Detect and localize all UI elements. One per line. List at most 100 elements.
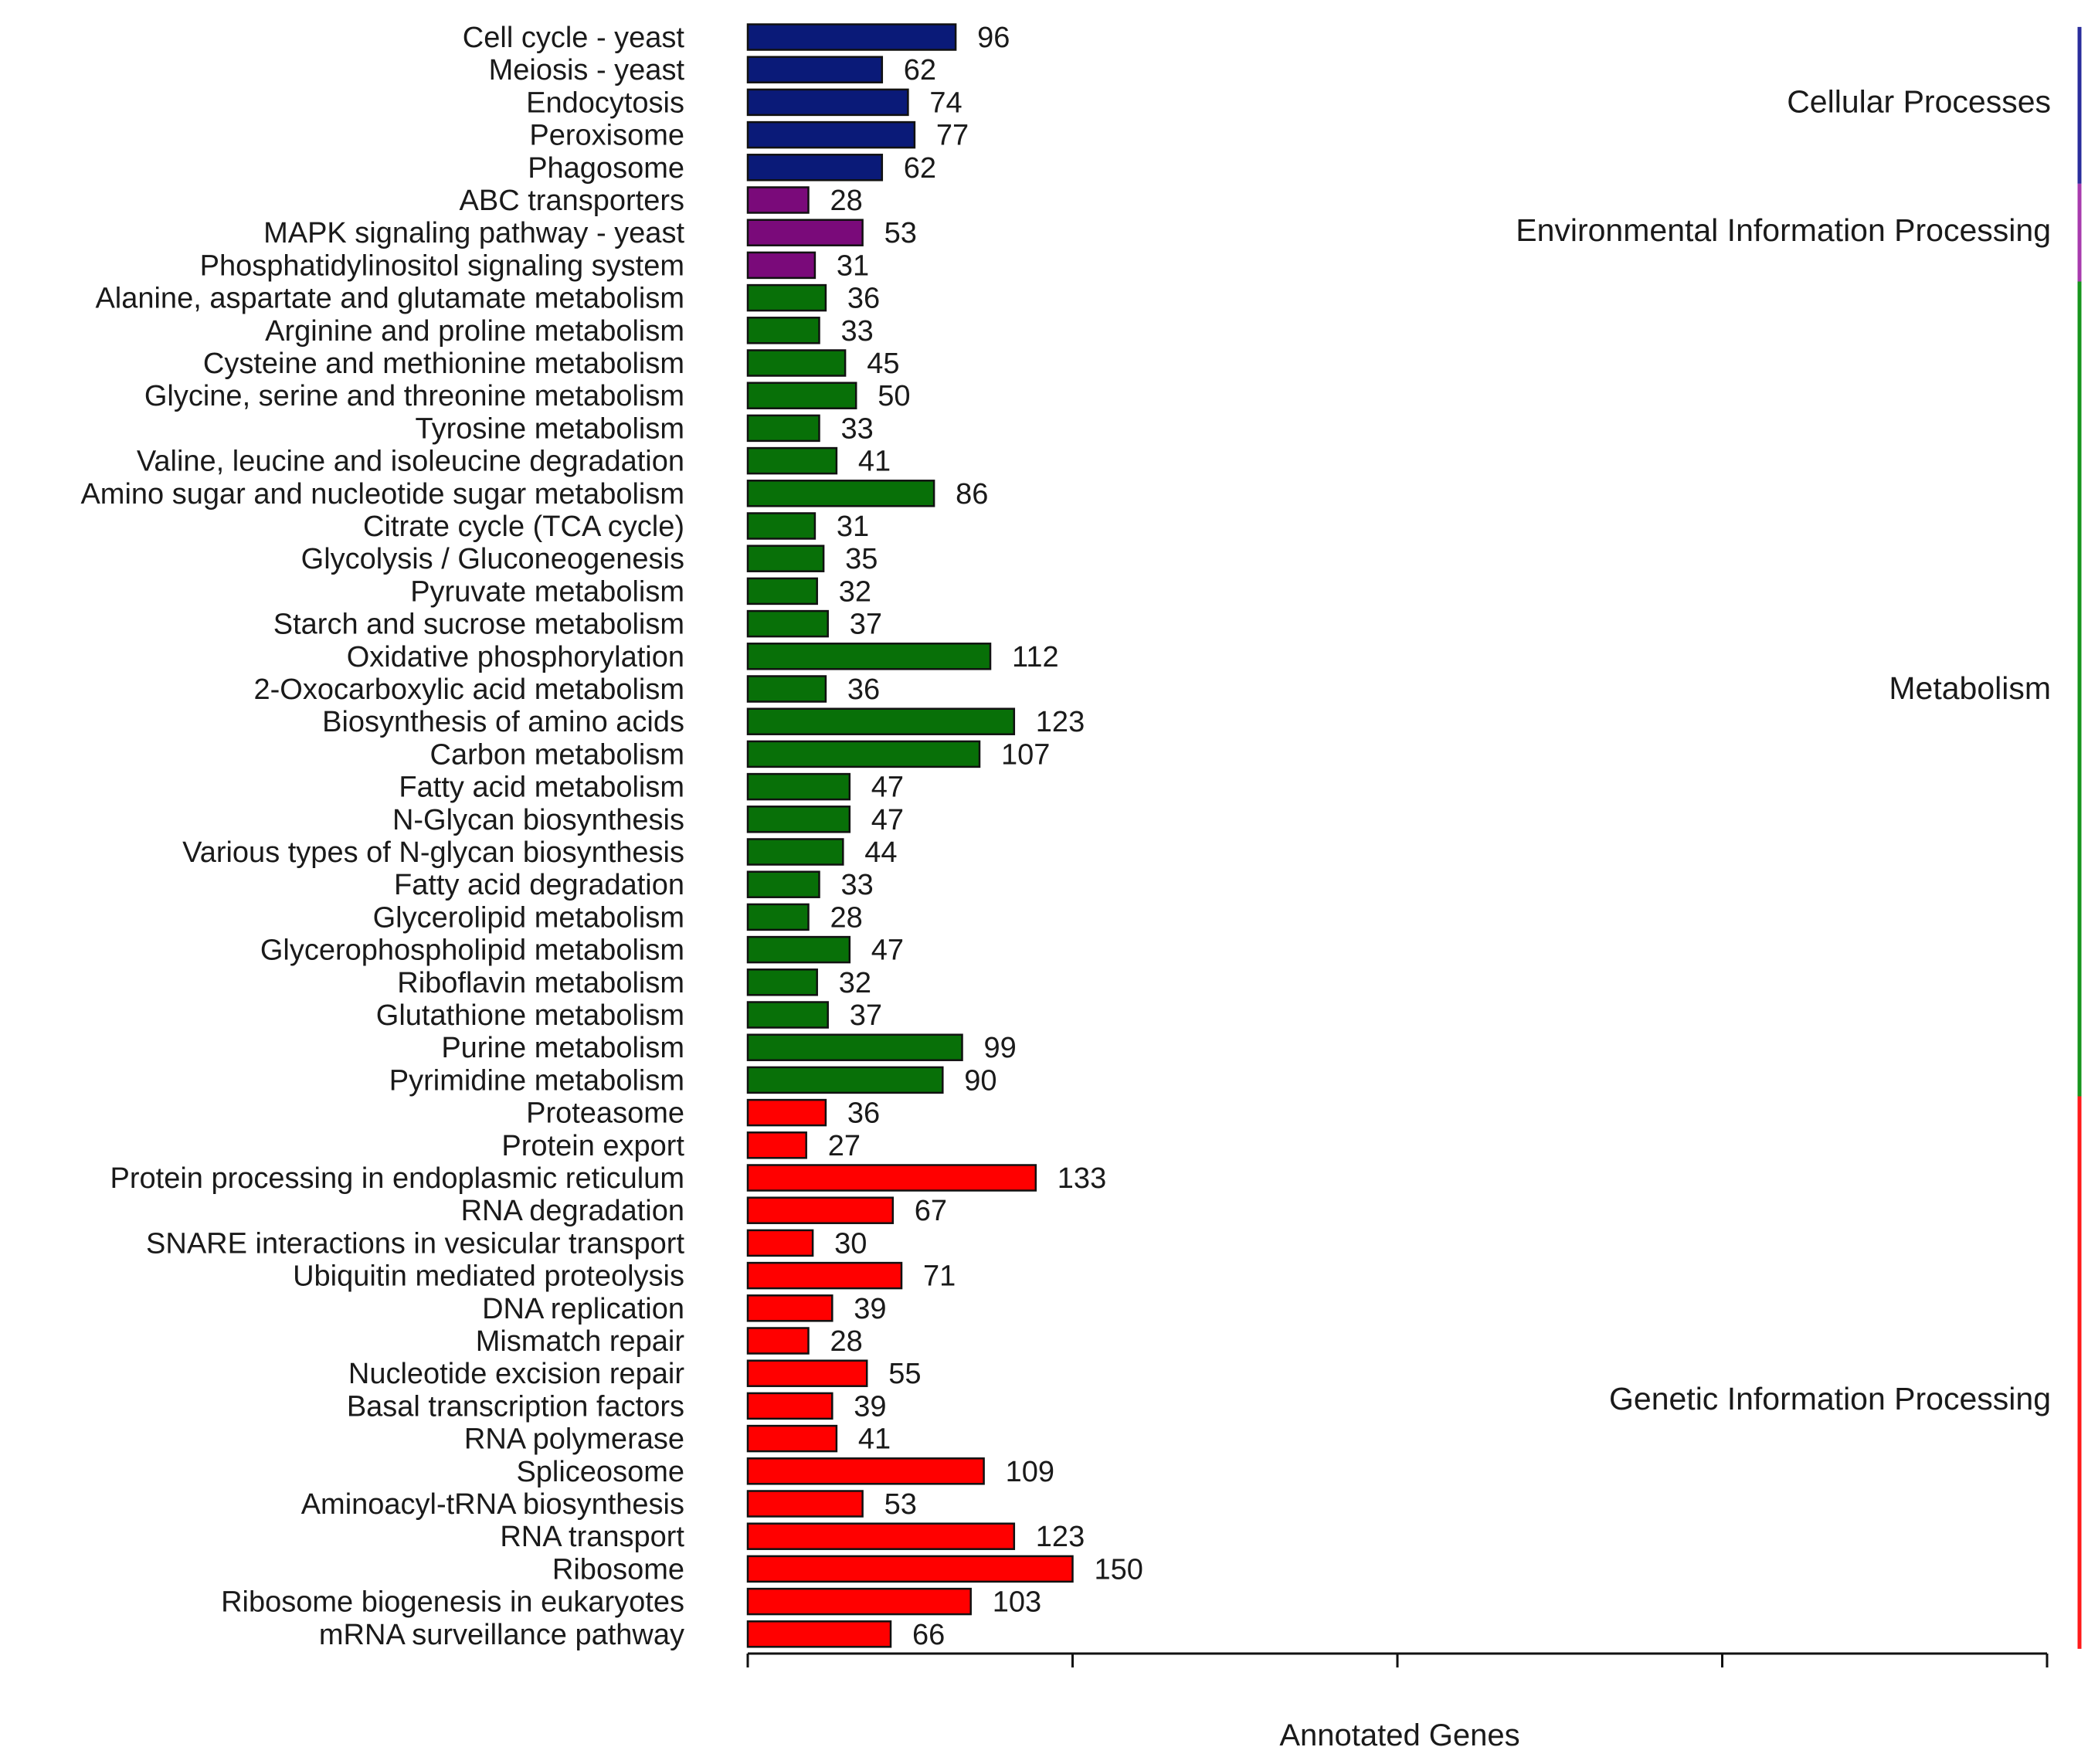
value-label: 71 xyxy=(923,1260,956,1293)
value-label: 30 xyxy=(834,1227,867,1260)
value-label: 28 xyxy=(830,185,863,217)
bar-peroxisome xyxy=(746,120,916,149)
value-label: 112 xyxy=(1012,641,1059,673)
group-label: Genetic Information Processing xyxy=(1609,1381,2051,1416)
category-label: Phosphatidylinositol signaling system xyxy=(200,249,684,282)
category-label: Pyruvate metabolism xyxy=(410,575,684,608)
category-label: Protein export xyxy=(501,1130,684,1162)
bar-glycerophospholipid-metabolism xyxy=(746,935,851,964)
bar-proteasome xyxy=(746,1098,827,1127)
category-label: Aminoacyl-tRNA biosynthesis xyxy=(301,1488,684,1521)
bar-fatty-acid-metabolism xyxy=(746,772,851,801)
category-label: Cysteine and methionine metabolism xyxy=(203,348,684,380)
bar-cysteine-and-methionine-metabolism xyxy=(746,349,847,377)
category-label: Meiosis - yeast xyxy=(489,54,685,87)
category-label: Purine metabolism xyxy=(441,1032,684,1064)
category-label: Ribosome biogenesis in eukaryotes xyxy=(221,1586,684,1619)
bar-protein-processing-in-endoplasmic-reticulum xyxy=(746,1164,1037,1192)
value-label: 96 xyxy=(977,22,1010,54)
category-label: Oxidative phosphorylation xyxy=(347,641,684,673)
value-label: 28 xyxy=(830,1325,863,1358)
category-label: Cell cycle - yeast xyxy=(463,22,685,54)
value-label: 50 xyxy=(878,380,910,412)
group-label: Cellular Processes xyxy=(1787,83,2051,119)
category-label: Starch and sucrose metabolism xyxy=(273,609,684,641)
bar-mapk-signaling-pathway-yeast xyxy=(746,219,864,246)
bar-meiosis-yeast xyxy=(746,56,884,83)
category-label: Biosynthesis of amino acids xyxy=(322,706,684,738)
value-label: 35 xyxy=(845,543,878,575)
category-group-bars: Cellular Processes Environmental Informat… xyxy=(1516,26,2082,1649)
value-label: 47 xyxy=(871,804,904,836)
bar-purine-metabolism xyxy=(746,1033,963,1061)
bar-ribosome xyxy=(746,1555,1074,1583)
value-label: 107 xyxy=(1001,738,1050,771)
value-label: 103 xyxy=(993,1586,1041,1619)
value-label: 66 xyxy=(912,1619,945,1651)
value-label: 39 xyxy=(854,1293,886,1325)
value-label: 36 xyxy=(847,283,880,315)
bar-phosphatidylinositol-signaling-system xyxy=(746,251,817,280)
bar-valine-leucine-and-isoleucine-degradation xyxy=(746,446,838,475)
value-label: 37 xyxy=(850,999,882,1032)
category-label: Amino sugar and nucleotide sugar metabol… xyxy=(80,478,684,511)
bar-rna-polymerase xyxy=(746,1424,838,1453)
category-label: N-Glycan biosynthesis xyxy=(392,804,684,836)
value-label: 99 xyxy=(984,1032,1017,1064)
value-label: 150 xyxy=(1095,1553,1143,1586)
value-label: 33 xyxy=(841,412,874,445)
category-label: 2-Oxocarboxylic acid metabolism xyxy=(253,673,684,706)
bar-snare-interactions-in-vesicular-transport xyxy=(746,1229,814,1257)
value-label: 31 xyxy=(837,511,869,543)
bar-amino-sugar-and-nucleotide-sugar-metabolism xyxy=(746,480,935,507)
bar-pyrimidine-metabolism xyxy=(746,1066,944,1094)
category-label: Ubiquitin mediated proteolysis xyxy=(293,1260,684,1293)
bars-layer: Cell cycle - yeast 96 Meiosis - yeast 62 End… xyxy=(80,22,1142,1651)
bar-protein-export xyxy=(746,1131,807,1159)
bar-mismatch-repair xyxy=(746,1327,810,1355)
value-label: 86 xyxy=(956,478,988,511)
bar-cell-cycle-yeast xyxy=(746,23,957,51)
value-label: 55 xyxy=(888,1358,921,1390)
value-label: 53 xyxy=(884,1488,917,1521)
value-label: 44 xyxy=(864,836,897,869)
value-label: 47 xyxy=(871,935,904,967)
category-label: Phagosome xyxy=(528,152,684,185)
bar-2-oxocarboxylic-acid-metabolism xyxy=(746,675,827,703)
value-label: 67 xyxy=(915,1195,947,1227)
bar-endocytosis xyxy=(746,88,909,117)
category-label: Fatty acid metabolism xyxy=(399,772,684,804)
category-label: Peroxisome xyxy=(529,120,684,152)
value-label: 123 xyxy=(1036,1521,1085,1553)
bar-dna-replication xyxy=(746,1294,834,1322)
category-label: RNA polymerase xyxy=(464,1423,684,1456)
bar-arginine-and-proline-metabolism xyxy=(746,317,820,344)
category-label: Mismatch repair xyxy=(476,1325,685,1358)
value-label: 62 xyxy=(904,152,936,185)
bar-biosynthesis-of-amino-acids xyxy=(746,707,1016,735)
category-label: DNA replication xyxy=(482,1293,684,1325)
value-label: 41 xyxy=(858,1423,891,1456)
value-label: 123 xyxy=(1036,706,1085,738)
bar-riboflavin-metabolism xyxy=(746,969,818,996)
bar-glutathione-metabolism xyxy=(746,1001,829,1029)
value-label: 77 xyxy=(936,120,969,152)
bar-oxidative-phosphorylation xyxy=(746,643,992,670)
category-label: Carbon metabolism xyxy=(430,738,684,771)
bar-rna-degradation xyxy=(746,1196,895,1224)
bar-glycolysis-gluconeogenesis xyxy=(746,544,825,572)
category-label: Nucleotide excision repair xyxy=(348,1358,684,1390)
category-label: Protein processing in endoplasmic reticu… xyxy=(110,1162,684,1195)
value-label: 74 xyxy=(929,87,962,119)
value-label: 47 xyxy=(871,772,904,804)
bar-spliceosome xyxy=(746,1457,985,1485)
value-label: 33 xyxy=(841,315,874,348)
category-label: Glycerolipid metabolism xyxy=(373,901,684,934)
bar-carbon-metabolism xyxy=(746,740,981,768)
category-label: Citrate cycle (TCA cycle) xyxy=(363,511,684,543)
value-label: 37 xyxy=(850,609,882,641)
category-label: Ribosome xyxy=(552,1553,684,1586)
value-label: 41 xyxy=(858,446,891,478)
value-label: 109 xyxy=(1006,1456,1054,1488)
bar-pyruvate-metabolism xyxy=(746,577,818,606)
